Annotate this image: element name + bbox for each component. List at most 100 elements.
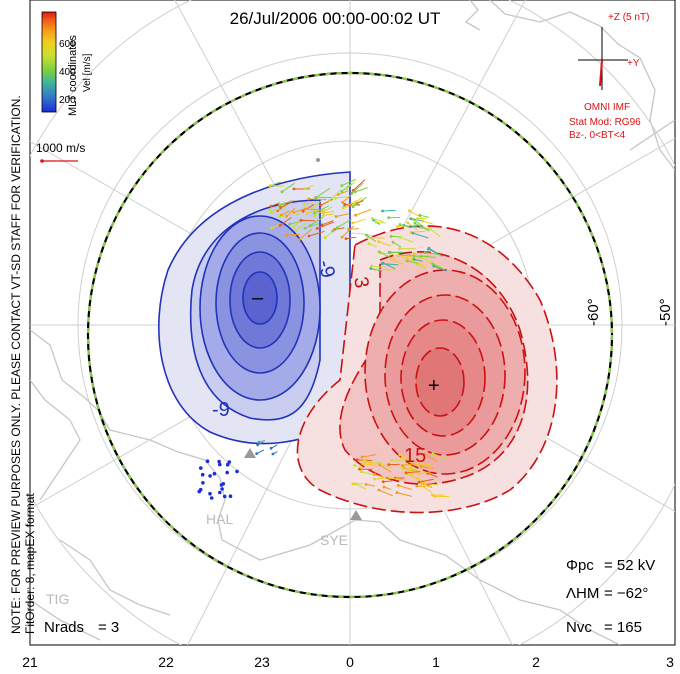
plot-title: 26/Jul/2006 00:00-00:02 UT xyxy=(230,9,441,28)
velocity-vector xyxy=(427,472,439,478)
velocity-vector xyxy=(420,485,433,493)
velocity-vector-origin xyxy=(212,471,217,476)
mlt-tick-2: 2 xyxy=(532,654,540,670)
velocity-vector-origin xyxy=(225,470,229,475)
latitude-label-60: -60° xyxy=(585,298,602,326)
station-extra-marker xyxy=(316,158,320,162)
velocity-vector xyxy=(271,202,281,207)
velocity-vector xyxy=(432,263,443,270)
coordinates-label: MLT coordinates xyxy=(67,35,79,116)
phi-pc-label: Φpc xyxy=(566,557,594,574)
velocity-vector xyxy=(421,482,430,488)
velocity-vector xyxy=(409,210,423,219)
mlt-tick-3: 3 xyxy=(666,654,674,670)
imf-y-label: +Y xyxy=(627,58,640,69)
velocity-vector xyxy=(420,465,434,469)
imf-vector xyxy=(599,59,603,87)
scale-vector-origin xyxy=(40,159,44,163)
velocity-vector xyxy=(368,243,377,248)
velocity-vector-origin xyxy=(219,483,224,487)
imf-dial: +Z (5 nT) +Y OMNI IMF Stat Mod: RG96 Bz-… xyxy=(569,12,649,141)
velocity-vector xyxy=(366,234,377,242)
velocity-vector xyxy=(412,259,427,269)
velocity-vector xyxy=(398,484,412,490)
velocity-vector xyxy=(295,222,307,231)
colorbar-tick-200: 200 xyxy=(59,95,76,106)
velocity-vector-origin xyxy=(225,462,230,467)
velocity-vector xyxy=(402,463,415,466)
velocity-vector-origin xyxy=(409,230,413,234)
velocity-vector xyxy=(286,233,301,236)
velocity-vector-origin xyxy=(228,494,233,499)
velocity-vector xyxy=(280,210,290,216)
velocity-vector xyxy=(374,477,391,480)
station-hal-marker xyxy=(244,448,256,458)
velocity-vector xyxy=(402,468,418,471)
velocity-vector xyxy=(258,440,266,443)
velocity-vector xyxy=(412,232,429,239)
velocity-vector xyxy=(335,213,349,217)
velocity-vector xyxy=(348,228,359,230)
velocity-vector-origin xyxy=(217,459,221,464)
velocity-vector xyxy=(391,258,404,265)
velocity-vector-origin xyxy=(387,216,391,220)
velocity-vector xyxy=(390,477,405,481)
hm-boundary-dash xyxy=(86,71,614,599)
velocity-vector xyxy=(304,202,314,205)
latitude-label-50: -50° xyxy=(657,298,674,326)
velocity-vector xyxy=(382,209,396,212)
velocity-vector xyxy=(418,471,431,475)
velocity-vector xyxy=(314,208,326,217)
velocity-vector xyxy=(419,214,430,218)
velocity-vector xyxy=(337,190,349,195)
nrads-value: = 3 xyxy=(98,619,119,636)
velocity-vector xyxy=(378,251,392,259)
velocity-vector xyxy=(392,241,402,248)
velocity-vector xyxy=(341,183,352,192)
phi-pc-value: = 52 kV xyxy=(604,557,655,574)
station-markers xyxy=(244,158,362,520)
station-sye-marker xyxy=(350,510,362,520)
colorbar-tick-600: 600 xyxy=(59,39,76,50)
velocity-vector xyxy=(343,199,358,209)
velocity-vector xyxy=(422,220,433,225)
velocity-vector xyxy=(374,473,384,478)
mlt-axis: 21 22 23 0 1 2 3 xyxy=(22,654,674,670)
velocity-vector xyxy=(377,269,394,271)
nvc-value: = 165 xyxy=(604,619,642,636)
velocity-vector xyxy=(362,463,373,466)
velocity-vector xyxy=(352,218,366,224)
velocity-vector xyxy=(413,258,423,262)
velocity-vector xyxy=(341,179,356,187)
mlt-tick-23: 23 xyxy=(254,654,270,670)
velocity-vector xyxy=(271,204,288,214)
velocity-vector xyxy=(293,208,305,213)
velocity-vector xyxy=(396,492,413,497)
imf-model: Stat Mod: RG96 xyxy=(569,117,641,128)
velocity-vector xyxy=(271,224,280,229)
velocity-vector xyxy=(406,471,420,474)
velocity-vector xyxy=(355,483,366,490)
velocity-vector xyxy=(281,182,295,193)
velocity-vector-origin xyxy=(227,460,232,464)
nrads-label: Nrads xyxy=(44,619,84,636)
velocity-vector-origin xyxy=(218,462,222,467)
velocity-vector xyxy=(429,228,441,238)
velocity-vector xyxy=(432,453,446,460)
velocity-vector xyxy=(399,236,414,243)
velocity-vector xyxy=(279,199,293,207)
velocity-vector xyxy=(413,219,425,229)
velocity-vector xyxy=(372,218,384,223)
velocity-vector xyxy=(378,241,392,247)
velocity-vector xyxy=(317,221,334,229)
velocity-vector xyxy=(272,451,278,455)
velocity-vector xyxy=(304,223,319,229)
velocity-vector xyxy=(315,187,331,199)
velocity-vector-origin xyxy=(200,472,205,477)
lambda-hm-value: = −62° xyxy=(604,585,648,602)
velocity-vector xyxy=(379,464,392,473)
velocity-vector xyxy=(399,224,411,229)
station-label-hal: HAL xyxy=(206,511,233,527)
velocity-vector xyxy=(257,441,264,446)
